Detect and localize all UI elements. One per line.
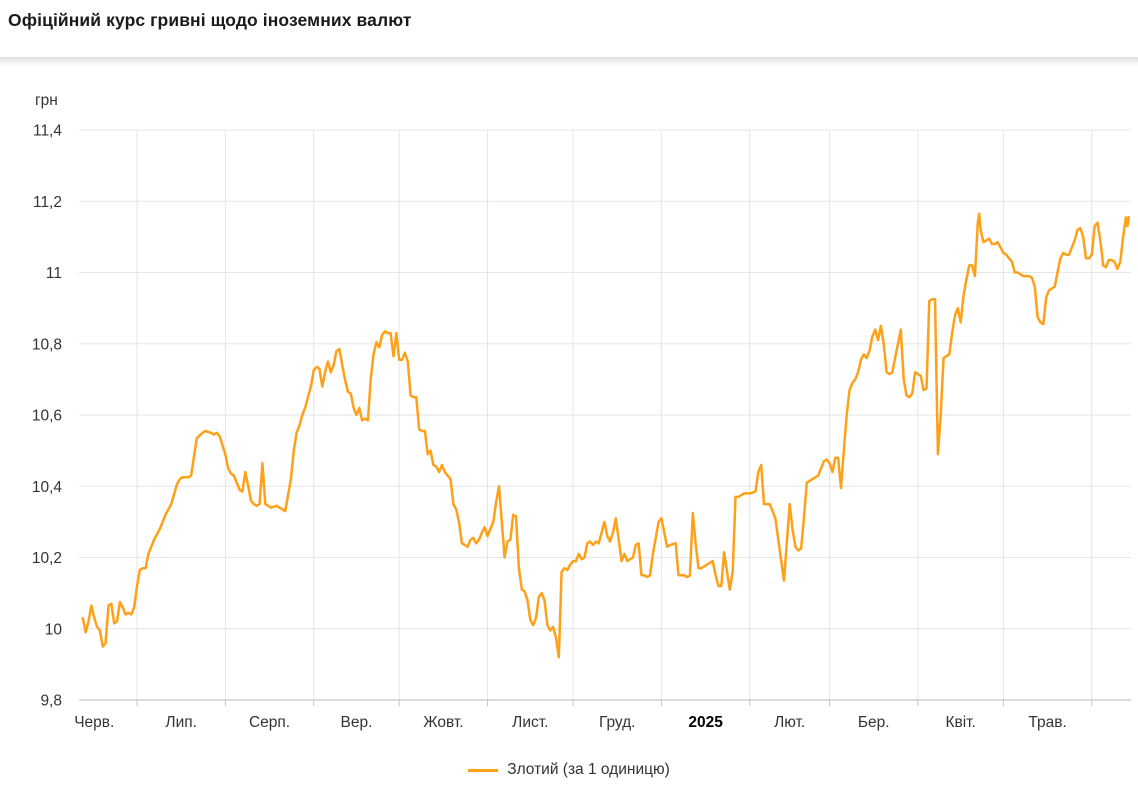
legend-line-icon [468,768,499,772]
x-axis-month-label: Лют. [774,714,805,731]
x-axis-month-label: Черв. [74,714,114,731]
y-axis-title: грн [35,92,58,109]
x-axis-month-label: 2025 [688,714,723,731]
y-axis-tick-label: 10,8 [32,336,62,353]
x-axis-month-label: Вер. [341,714,373,731]
x-axis-month-label: Квіт. [945,714,975,731]
y-axis-tick-label: 11 [46,265,62,282]
legend-item-zloty[interactable]: Злотий (за 1 одиницю) [0,761,1138,779]
x-axis-month-label: Лист. [512,714,548,731]
legend-label: Злотий (за 1 одиницю) [507,761,670,778]
y-axis-tick-label: 10,6 [32,408,62,425]
x-axis-month-label: Трав. [1028,714,1066,731]
y-axis-tick-label: 11,2 [33,194,62,211]
x-axis-month-label: Бер. [858,714,890,731]
x-axis-month-label: Груд. [599,714,636,731]
line-chart[interactable]: 9,8 10 10,2 10,4 10,6 10,8 11 11,2 11,4 Черв. Лип.… [0,0,1138,755]
x-axis-month-label: Жовт. [423,714,463,731]
y-axis-tick-label: 10 [45,621,63,638]
page-title: Офіційний курс гривні щодо іноземних вал… [8,10,412,30]
y-axis-tick-label: 11,4 [33,123,62,140]
x-axis-month-label: Серп. [249,714,290,731]
y-axis-tick-label: 9,8 [40,693,62,710]
y-axis-tick-label: 10,4 [32,479,63,496]
header-divider [0,57,1138,66]
series-line-zloty[interactable] [81,212,1131,659]
y-axis-tick-label: 10,2 [32,550,62,567]
x-axis-month-label: Лип. [165,714,197,731]
